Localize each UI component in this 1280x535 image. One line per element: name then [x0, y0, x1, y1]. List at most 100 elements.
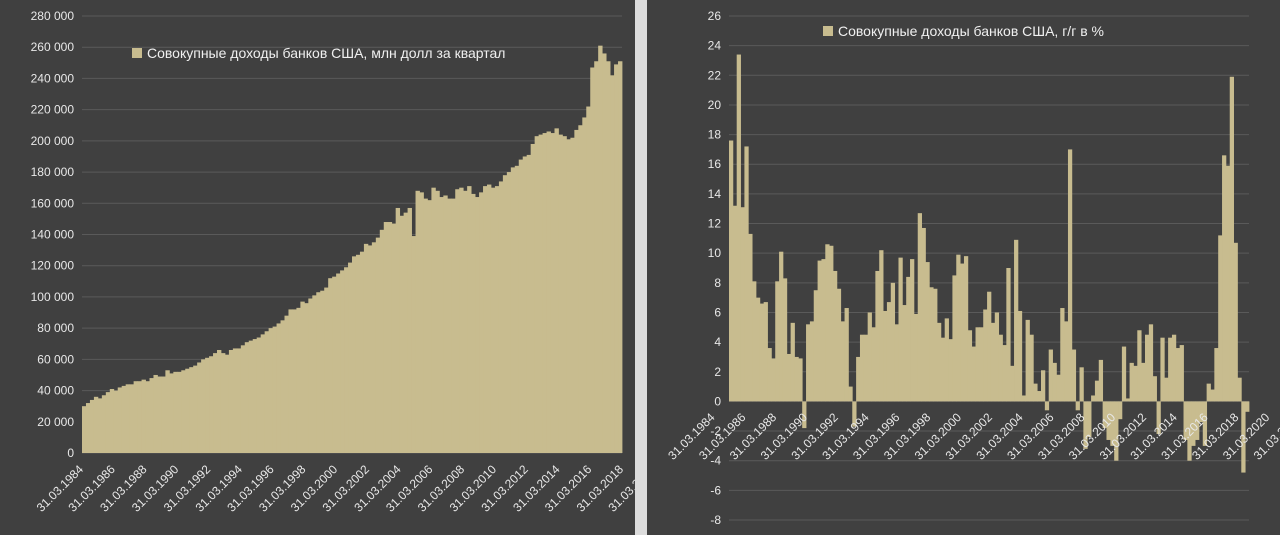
y-tick-label: 10 [708, 246, 722, 260]
bar [467, 186, 472, 453]
bar [340, 270, 345, 453]
bar [594, 61, 599, 454]
x-axis-ticks: 31.03.198431.03.198631.03.198831.03.1990… [34, 462, 635, 515]
bar [910, 259, 915, 402]
bar [1060, 308, 1065, 402]
bar [82, 406, 87, 453]
bar [129, 384, 135, 453]
y-tick-label: 80 000 [37, 321, 74, 335]
bar [960, 263, 965, 402]
bar [359, 251, 365, 453]
bar [894, 324, 899, 402]
bar [328, 278, 333, 453]
bar [324, 287, 329, 453]
bar [740, 207, 745, 402]
bar [998, 334, 1003, 402]
bar [883, 310, 888, 402]
bar [383, 222, 389, 453]
y-tick-label: 6 [714, 305, 721, 319]
bar [213, 353, 218, 453]
bar [1017, 310, 1023, 402]
bar [1141, 362, 1146, 402]
bar [538, 134, 543, 453]
chart-panel-revenue: 0 20 000 40 000 60 000 80 000 100 000 120 000 1… [0, 0, 635, 535]
bar [1048, 349, 1053, 402]
bar [802, 401, 807, 429]
bar [121, 385, 127, 453]
bar [546, 131, 551, 453]
bar [268, 328, 273, 453]
bar [387, 222, 393, 453]
bar [1156, 401, 1161, 435]
bar [856, 356, 861, 402]
bar [558, 134, 563, 453]
bar [244, 342, 250, 453]
bar [1206, 383, 1211, 402]
bar [391, 223, 397, 453]
bar [201, 359, 206, 453]
bar [759, 303, 765, 402]
bar [848, 386, 853, 402]
bar [284, 315, 289, 453]
bar [1222, 155, 1227, 402]
bar [1175, 348, 1181, 402]
bar [1195, 401, 1200, 440]
bar [248, 340, 254, 453]
y-tick-label: 20 [708, 98, 722, 112]
bar [566, 139, 571, 453]
bar [296, 307, 301, 453]
bar [475, 197, 480, 453]
bar [502, 175, 508, 453]
bar [867, 312, 872, 402]
bar [439, 197, 444, 453]
y-tick-label: 24 [708, 39, 722, 53]
y-tick-label: -8 [710, 513, 721, 527]
bar [1056, 374, 1061, 402]
bar [987, 291, 992, 402]
y-tick-label: 200 000 [31, 134, 75, 148]
bar [1067, 149, 1073, 402]
bar [336, 273, 341, 453]
bar [149, 378, 154, 453]
bar [1010, 365, 1015, 402]
bar [570, 137, 575, 453]
bar [316, 292, 321, 453]
bar [399, 215, 405, 453]
bar [1148, 324, 1154, 402]
y-tick-label: 40 000 [37, 384, 74, 398]
bar [1075, 401, 1080, 411]
bar [137, 381, 142, 453]
bar [300, 301, 305, 453]
bar [1083, 401, 1088, 449]
bar [292, 309, 297, 453]
y-axis-ticks: 0 20 000 40 000 60 000 80 000 100 000 120 000 1… [31, 9, 75, 460]
y-tick-label: 12 [708, 217, 722, 231]
y-tick-label: -4 [710, 454, 721, 468]
bar [578, 125, 583, 453]
bar [836, 288, 842, 402]
bar [782, 278, 788, 402]
bar [798, 358, 803, 402]
bar [1087, 401, 1092, 437]
bar [534, 136, 540, 454]
bar [890, 282, 896, 402]
bar [141, 379, 146, 453]
bar [921, 227, 926, 402]
bar [917, 213, 922, 402]
legend: Совокупные доходы банков США, млн долл з… [132, 45, 505, 61]
bar [256, 337, 262, 453]
bar [952, 275, 957, 402]
bar [940, 337, 946, 402]
bar [260, 334, 266, 453]
bar [530, 143, 536, 453]
bar [1033, 383, 1038, 402]
bar [85, 403, 91, 453]
bar [240, 345, 246, 453]
y-tick-label: 26 [708, 9, 722, 23]
bar [929, 287, 934, 402]
y-tick-label: 16 [708, 157, 722, 171]
bar [169, 373, 174, 453]
bar [590, 67, 595, 453]
bar [618, 61, 623, 454]
